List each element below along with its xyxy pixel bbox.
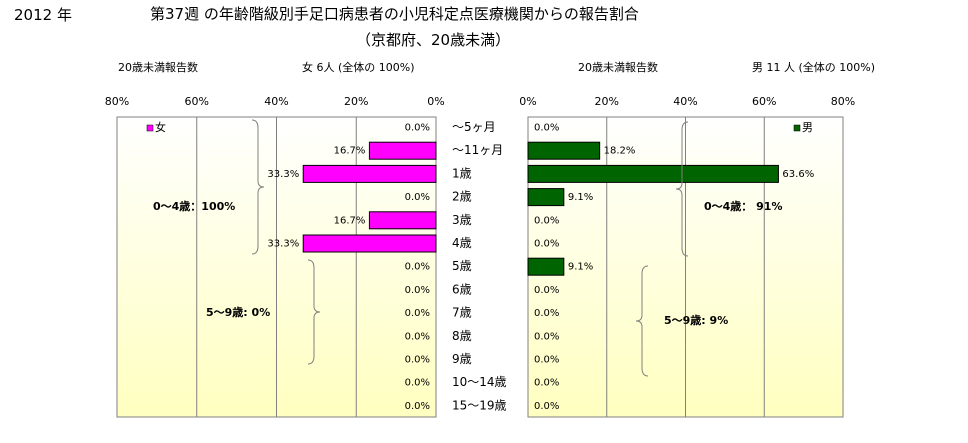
male-value-label: 63.6% xyxy=(782,169,814,180)
female-bar xyxy=(368,211,437,230)
male-value-label: 0.0% xyxy=(534,239,559,250)
female-value-label: 0.0% xyxy=(405,262,430,273)
female-value-label: 0.0% xyxy=(405,355,430,366)
female-value-label: 0.0% xyxy=(405,331,430,342)
age-category-label: 6歳 xyxy=(452,282,472,296)
male-x-tick-label: 60% xyxy=(752,95,776,108)
male-x-tick-label: 40% xyxy=(673,95,697,108)
age-category-label: 4歳 xyxy=(452,236,472,250)
female-bar xyxy=(302,164,437,183)
male-value-label: 9.1% xyxy=(568,192,593,203)
male-value-label: 0.0% xyxy=(534,308,559,319)
male-x-tick-label: 0% xyxy=(519,95,536,108)
male-value-label: 0.0% xyxy=(534,215,559,226)
male-5-9-brace xyxy=(635,265,649,377)
male-value-label: 9.1% xyxy=(568,262,593,273)
male-bar xyxy=(527,164,779,183)
female-value-label: 33.3% xyxy=(267,239,299,250)
male-value-label: 0.0% xyxy=(534,331,559,342)
female-x-tick-label: 40% xyxy=(264,95,288,108)
male-bar xyxy=(527,257,565,276)
age-category-label: 9歳 xyxy=(452,352,472,366)
age-category-label: ～5ヶ月 xyxy=(452,120,496,134)
female-value-label: 0.0% xyxy=(405,123,430,134)
female-5-9-annotation: 5～9歳: 0% xyxy=(206,305,270,319)
female-value-label: 0.0% xyxy=(405,192,430,203)
male-x-tick-label: 20% xyxy=(595,95,619,108)
female-value-label: 33.3% xyxy=(267,169,299,180)
male-value-label: 0.0% xyxy=(534,401,559,412)
female-value-label: 0.0% xyxy=(405,308,430,319)
female-bar xyxy=(368,141,437,160)
age-category-label: 7歳 xyxy=(452,306,472,320)
male-bar xyxy=(527,188,565,207)
year-label: 2012 年 xyxy=(14,6,72,24)
male-legend-label: 男 xyxy=(802,121,813,134)
female-0-4-brace xyxy=(251,119,265,255)
female-x-tick-label: 20% xyxy=(344,95,368,108)
female-value-label: 0.0% xyxy=(405,378,430,389)
age-category-label: 2歳 xyxy=(452,190,472,204)
age-category-label: 15～19歳 xyxy=(452,398,507,412)
chart-title: 第37週 の年齢階級別手足口病患者の小児科定点医療機関からの報告割合 xyxy=(150,5,639,23)
chart-subtitle: （京都府、20歳未満） xyxy=(356,31,511,49)
female-5-9-brace xyxy=(307,259,321,365)
male-count-heading: 20歳未満報告数 xyxy=(578,61,658,74)
female-legend-label: 女 xyxy=(155,120,166,134)
male-5-9-annotation: 5～9歳: 9% xyxy=(664,313,728,327)
female-value-label: 0.0% xyxy=(405,285,430,296)
age-category-label: 5歳 xyxy=(452,259,472,273)
age-category-label: 8歳 xyxy=(452,329,472,343)
male-0-4-annotation: 0～4歳： 91% xyxy=(704,199,782,213)
male-0-4-brace xyxy=(675,121,689,257)
female-0-4-annotation: 0～4歳：100% xyxy=(153,199,235,213)
female-count-value: 女 6人 (全体の 100%) xyxy=(302,61,415,74)
male-value-label: 18.2% xyxy=(604,146,636,157)
male-value-label: 0.0% xyxy=(534,123,559,134)
female-x-tick-label: 60% xyxy=(185,95,209,108)
age-category-label: 3歳 xyxy=(452,213,472,227)
male-value-label: 0.0% xyxy=(534,378,559,389)
male-count-value: 男 11 人 (全体の 100%) xyxy=(752,61,876,74)
age-category-label: 1歳 xyxy=(452,166,472,180)
female-legend-swatch xyxy=(146,124,154,132)
female-x-tick-label: 80% xyxy=(105,95,129,108)
female-value-label: 0.0% xyxy=(405,401,430,412)
female-bar xyxy=(302,234,437,253)
male-legend-swatch xyxy=(793,124,801,132)
age-category-label: ～11ヶ月 xyxy=(452,143,503,157)
male-value-label: 0.0% xyxy=(534,285,559,296)
age-category-label: 10～14歳 xyxy=(452,375,507,389)
male-x-tick-label: 80% xyxy=(831,95,855,108)
male-bar xyxy=(527,141,601,160)
female-value-label: 16.7% xyxy=(334,215,366,226)
female-count-heading: 20歳未満報告数 xyxy=(118,61,198,74)
male-value-label: 0.0% xyxy=(534,355,559,366)
female-value-label: 16.7% xyxy=(334,146,366,157)
female-x-tick-label: 0% xyxy=(427,95,444,108)
